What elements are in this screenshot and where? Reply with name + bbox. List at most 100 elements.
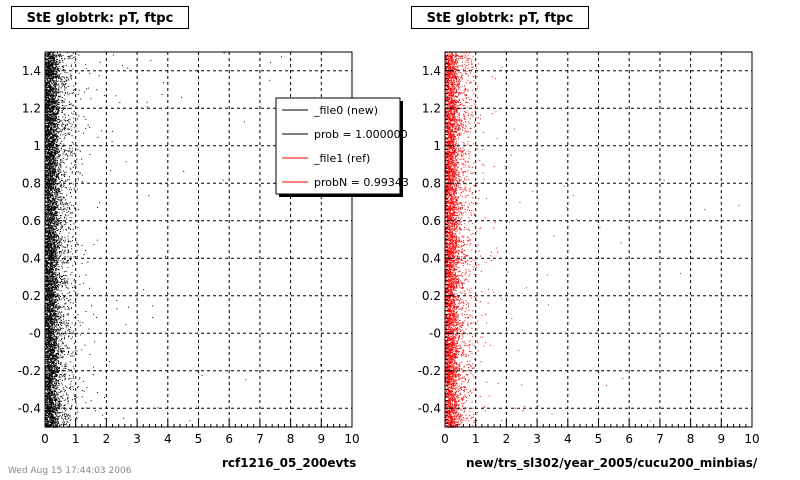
data-point [47,243,49,245]
data-point [48,259,50,261]
data-point [51,163,53,165]
data-point [51,279,53,281]
data-point [46,182,48,184]
data-point [45,74,47,76]
data-point [49,87,50,89]
data-point [47,353,49,355]
data-point [51,343,53,345]
data-point [50,143,51,145]
data-point [52,150,54,151]
data-point [47,410,49,412]
data-point [50,358,52,359]
data-point [55,102,56,104]
data-point [53,299,55,301]
data-point [48,167,50,169]
data-point [48,422,50,424]
data-point [47,307,49,309]
data-point [50,222,52,224]
data-point [52,365,54,367]
data-point [49,75,50,77]
data-point [48,374,50,376]
data-point [49,237,51,239]
data-point [45,367,47,369]
data-point [51,100,53,102]
data-point [51,189,53,191]
data-point [48,171,50,173]
data-point [48,365,50,367]
data-point [45,338,47,340]
data-point [54,199,56,201]
data-point [54,95,56,97]
data-point [45,187,47,189]
data-point [49,125,50,127]
data-point [52,64,53,66]
data-point [52,315,54,317]
data-point [53,134,55,136]
data-point [54,378,56,380]
data-point [50,194,51,195]
data-point [48,363,50,365]
data-point [49,318,51,320]
data-point [47,93,49,95]
data-point [49,110,50,112]
data-point [50,255,52,257]
data-point [51,294,52,296]
data-point [49,246,50,248]
data-point [50,183,52,185]
data-point [53,189,55,191]
data-point [48,283,49,285]
data-point [47,326,49,328]
data-point [52,181,54,183]
data-point [50,359,52,361]
data-point [51,159,53,161]
data-point [50,328,52,330]
data-point [45,157,47,159]
data-point [50,137,52,139]
data-point [53,233,55,234]
data-point [48,130,50,132]
data-point [53,282,54,284]
data-point [50,385,52,387]
data-point [51,345,53,347]
data-point [53,236,55,238]
data-point [47,282,49,284]
data-point [47,262,49,264]
data-point [46,64,48,66]
data-point [51,367,53,369]
data-point [49,255,51,257]
data-point [47,376,49,378]
data-point [45,150,47,152]
data-point [53,358,55,359]
data-point [50,116,52,118]
data-point [50,264,52,266]
data-point [49,105,51,107]
data-point [50,402,51,404]
data-point [49,199,50,201]
data-point [53,133,55,135]
data-point [54,251,56,253]
data-point [51,298,53,300]
data-point [50,342,52,343]
data-point [51,315,53,317]
data-point [50,302,52,304]
data-point [49,375,51,377]
data-point [52,399,54,400]
data-point [49,364,51,366]
data-point [47,255,49,257]
data-point [48,102,50,103]
data-point [52,355,54,357]
data-point [51,325,53,327]
data-point [49,84,51,86]
data-point [47,309,49,311]
data-point [48,300,50,302]
data-point [46,347,48,349]
data-point [46,69,48,71]
data-point [48,71,50,73]
data-point [48,290,50,292]
data-point [49,53,50,55]
data-point [48,165,50,167]
data-point [49,235,51,237]
data-point [54,381,56,383]
data-point [48,394,50,396]
data-point [52,289,54,291]
